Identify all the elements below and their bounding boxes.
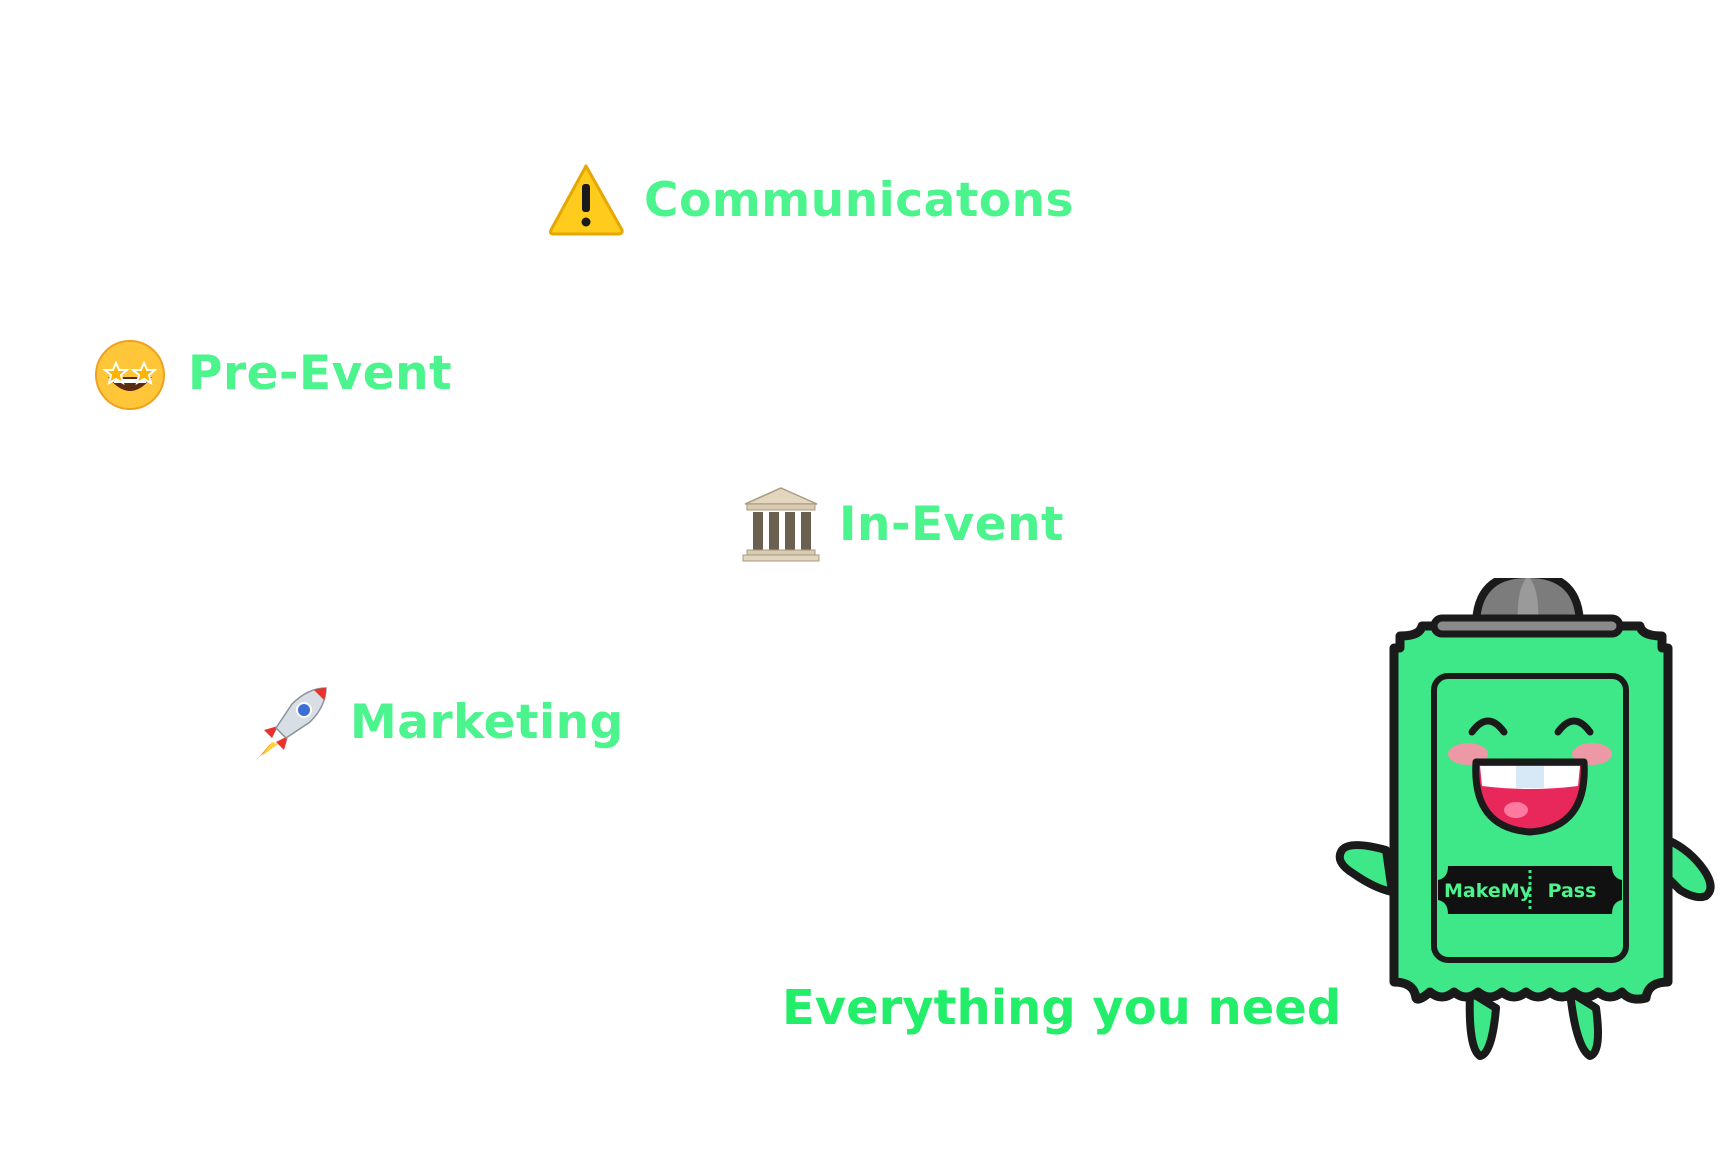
feature-pre-event: Pre-Event (90, 333, 452, 413)
rocket-icon (252, 682, 332, 762)
mascot-inner-panel (1431, 673, 1629, 963)
feature-label-in-event: In-Event (839, 496, 1065, 552)
classical-building-icon (741, 484, 821, 564)
feature-marketing: Marketing (252, 682, 624, 762)
mascot-badge-right: Pass (1548, 880, 1597, 902)
mascot-right-eye (1554, 717, 1594, 736)
mascot-left-leg (1465, 988, 1500, 1060)
mascot-left-eye (1468, 717, 1508, 736)
star-struck-face-icon (90, 333, 170, 413)
mascot-right-leg (1566, 988, 1602, 1060)
feature-label-marketing: Marketing (350, 694, 624, 750)
tagline: Everything you need (782, 980, 1342, 1036)
feature-in-event: In-Event (741, 484, 1064, 564)
feature-label-pre-event: Pre-Event (188, 345, 453, 401)
mascot-badge-left: MakeMy (1444, 880, 1533, 902)
warning-icon (546, 160, 626, 240)
mascot-left-arm (1335, 841, 1396, 896)
ticket-mascot: MakeMy Pass (1330, 578, 1724, 1064)
mascot-right-arm (1664, 836, 1715, 902)
feature-communications: Communicatons (546, 160, 1074, 240)
feature-label-communications: Communicatons (644, 172, 1075, 228)
